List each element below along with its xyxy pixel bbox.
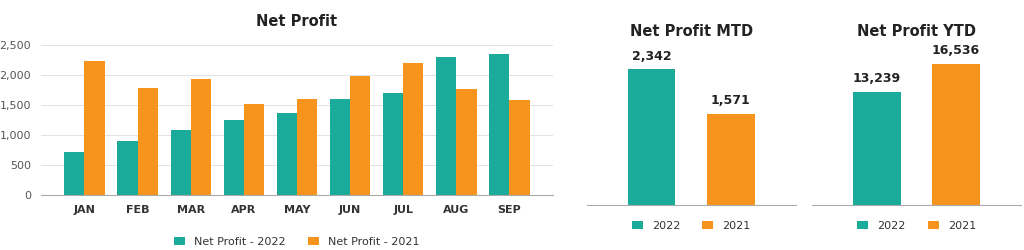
Bar — [276, 113, 297, 195]
Bar — [489, 54, 510, 195]
Bar — [330, 99, 350, 195]
Bar — [244, 104, 264, 195]
Bar — [628, 69, 676, 205]
Legend: Net Profit - 2022, Net Profit - 2021: Net Profit - 2022, Net Profit - 2021 — [170, 232, 424, 250]
Bar — [84, 61, 104, 195]
Text: 13,239: 13,239 — [853, 72, 901, 85]
Title: Net Profit: Net Profit — [256, 14, 338, 28]
Bar — [457, 89, 476, 195]
Bar — [853, 92, 901, 205]
Text: 1,571: 1,571 — [711, 94, 751, 107]
Bar — [350, 76, 371, 195]
Bar — [436, 57, 457, 195]
Bar — [707, 114, 755, 205]
Legend: 2022, 2021: 2022, 2021 — [853, 216, 980, 235]
Title: Net Profit MTD: Net Profit MTD — [630, 24, 753, 38]
Text: 16,536: 16,536 — [932, 44, 980, 57]
Bar — [190, 79, 211, 195]
Bar — [137, 88, 158, 195]
Bar — [383, 93, 403, 195]
Bar — [932, 64, 980, 205]
Bar — [65, 152, 84, 195]
Bar — [297, 99, 317, 195]
Title: Net Profit YTD: Net Profit YTD — [857, 24, 976, 38]
Text: 2,342: 2,342 — [632, 50, 672, 62]
Legend: 2022, 2021: 2022, 2021 — [628, 216, 755, 235]
Bar — [118, 141, 137, 195]
Bar — [510, 100, 529, 195]
Bar — [223, 120, 244, 195]
Bar — [171, 130, 190, 195]
Bar — [403, 62, 423, 195]
